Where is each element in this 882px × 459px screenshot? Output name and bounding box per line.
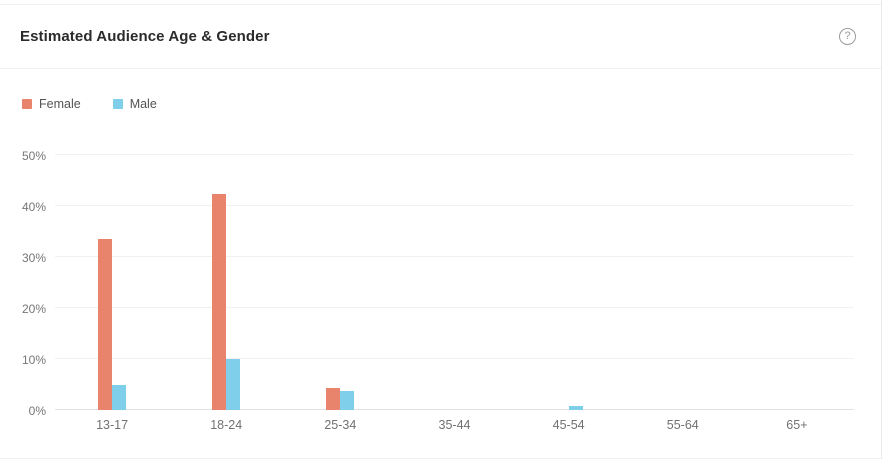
bar-male-18-24 bbox=[226, 358, 241, 410]
y-tick-label-0: 0% bbox=[28, 404, 46, 418]
gridline-50 bbox=[55, 154, 854, 155]
gridline-20 bbox=[55, 307, 854, 308]
x-tick-label-13-17: 13-17 bbox=[96, 418, 129, 432]
bar-group-18-24 bbox=[169, 155, 283, 410]
bar-female-25-34 bbox=[326, 387, 341, 410]
female-swatch-icon bbox=[22, 99, 32, 109]
plot-columns bbox=[55, 155, 854, 410]
card-title: Estimated Audience Age & Gender bbox=[20, 28, 270, 45]
bar-group-25-34 bbox=[283, 155, 397, 410]
legend-item-male: Male bbox=[112, 97, 157, 111]
legend-label-male: Male bbox=[129, 97, 157, 111]
x-tick-label-35-44: 35-44 bbox=[438, 418, 471, 432]
bar-chart: 0% 10% 20% 30% 40% 50% 13-17 18-24 25-34 35-44 45… bbox=[22, 149, 854, 432]
bar-female-13-17 bbox=[98, 239, 113, 410]
male-swatch-icon bbox=[112, 99, 123, 109]
bar-group-13-17 bbox=[55, 155, 169, 410]
bar-group-35-44 bbox=[397, 155, 511, 410]
x-tick-label-45-54: 45-54 bbox=[552, 418, 585, 432]
x-axis-labels: 13-17 18-24 25-34 35-44 45-54 55-64 65+ bbox=[55, 418, 854, 432]
gridline-30 bbox=[55, 256, 854, 257]
y-tick-label-50: 50% bbox=[21, 149, 46, 163]
legend-item-female: Female bbox=[22, 97, 81, 111]
x-tick-label-25-34: 25-34 bbox=[324, 418, 357, 432]
gridline-10 bbox=[55, 358, 854, 359]
x-tick-label-65+: 65+ bbox=[786, 418, 808, 432]
y-tick-label-20: 20% bbox=[21, 302, 46, 316]
legend-label-female: Female bbox=[39, 97, 81, 111]
bar-male-13-17 bbox=[112, 384, 127, 410]
card-header: Estimated Audience Age & Gender ? bbox=[0, 5, 881, 69]
plot: 0% 10% 20% 30% 40% 50% bbox=[22, 149, 854, 418]
bar-female-18-24 bbox=[212, 193, 227, 410]
card-top-divider bbox=[0, 4, 881, 5]
chart-legend: Female Male bbox=[22, 97, 157, 111]
gridline-0 bbox=[55, 409, 854, 410]
y-tick-label-10: 10% bbox=[21, 353, 46, 367]
gridline-40 bbox=[55, 205, 854, 206]
bar-male-25-34 bbox=[340, 391, 355, 410]
x-tick-label-55-64: 55-64 bbox=[666, 418, 699, 432]
bar-group-65+ bbox=[740, 155, 854, 410]
bar-group-45-54 bbox=[512, 155, 626, 410]
help-icon[interactable]: ? bbox=[839, 28, 856, 45]
y-tick-label-40: 40% bbox=[21, 200, 46, 214]
bar-group-55-64 bbox=[626, 155, 740, 410]
bar-male-45-54 bbox=[568, 406, 583, 410]
x-tick-label-18-24: 18-24 bbox=[210, 418, 243, 432]
y-tick-label-30: 30% bbox=[21, 251, 46, 265]
